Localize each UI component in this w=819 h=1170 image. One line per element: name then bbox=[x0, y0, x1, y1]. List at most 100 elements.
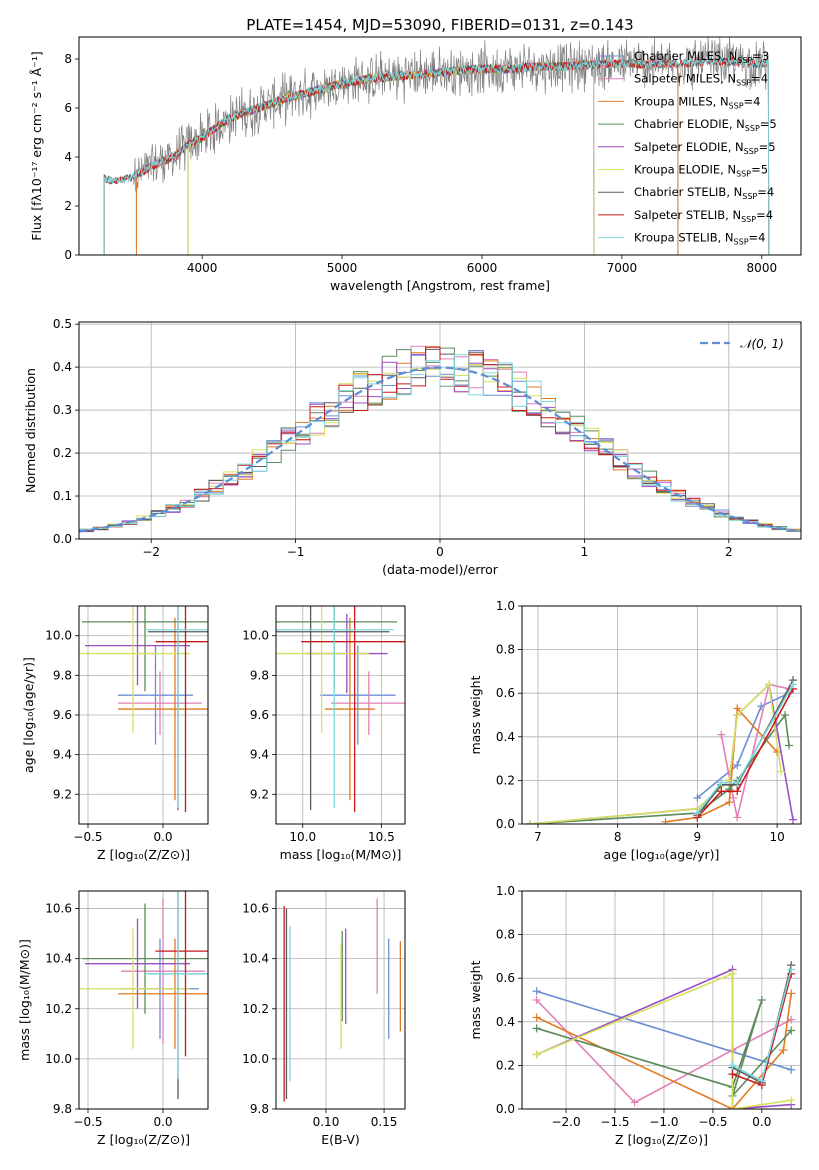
y-tick-label: 6 bbox=[64, 101, 72, 115]
legend-n: =4 bbox=[749, 231, 766, 245]
data-point bbox=[532, 1050, 541, 1059]
y-tick-label: 0.2 bbox=[496, 773, 515, 787]
data-point bbox=[787, 1026, 796, 1035]
data-point bbox=[630, 1098, 639, 1107]
errorbar-kroupa-elodie bbox=[276, 606, 369, 733]
axes-frame bbox=[275, 890, 406, 1110]
legend-n: =5 bbox=[759, 140, 776, 154]
data-point bbox=[787, 965, 796, 974]
data-point bbox=[717, 778, 726, 787]
x-tick-label: −0.5 bbox=[73, 830, 102, 844]
errorbar-salpeter-elodie bbox=[85, 918, 190, 1009]
legend-label: Salpeter MILES, N bbox=[634, 72, 736, 86]
y-tick-label: 0.2 bbox=[496, 1058, 515, 1072]
y-tick-label: 0.4 bbox=[496, 730, 515, 744]
legend-n: =5 bbox=[760, 117, 777, 131]
y-tick-label: 9.6 bbox=[250, 708, 269, 722]
x-tick-label: −1.0 bbox=[649, 1115, 678, 1129]
legend-entry: Salpeter MILES, NSSP=4 bbox=[634, 72, 768, 88]
legend-n: =4 bbox=[756, 208, 773, 222]
errorbar-kroupa-elodie bbox=[79, 928, 190, 1049]
residuals-panel: −2 −1 0 1 2 0.0 0.1 0.2 0.3 0.4 0.5 (data-model)/er… bbox=[23, 317, 802, 577]
x-axis-label: E(B-V) bbox=[321, 1132, 360, 1147]
data-point bbox=[733, 813, 742, 822]
series-line bbox=[536, 999, 792, 1104]
spectrum-model-kroupa-stelib bbox=[103, 56, 770, 255]
y-tick-label: 0.8 bbox=[496, 928, 515, 942]
y-tick-label: 10.2 bbox=[242, 1002, 269, 1016]
x-tick-label: 0.15 bbox=[371, 1115, 398, 1129]
spectrum-model-chabrier-elodie bbox=[187, 59, 595, 255]
axes-frame bbox=[78, 890, 209, 1110]
data-point bbox=[781, 711, 790, 719]
y-tick-label: 9.8 bbox=[53, 1102, 72, 1116]
data-point bbox=[532, 996, 541, 1004]
legend-entry: Chabrier STELIB, NSSP=4 bbox=[634, 185, 774, 201]
spectrum-model-salpeter-elodie bbox=[187, 59, 595, 255]
x-axis-label: Z [log₁₀(Z/Z⊙)] bbox=[97, 1132, 190, 1147]
plot-area bbox=[276, 606, 405, 813]
errorbar-salpeter-miles bbox=[118, 671, 202, 735]
series-kroupa-stelib bbox=[693, 680, 798, 818]
y-axis-label: mass weight bbox=[468, 960, 483, 1039]
y-axis-label: mass [log₁₀(M/M⊙)] bbox=[17, 939, 32, 1061]
y-tick-label: 9.2 bbox=[53, 787, 72, 801]
x-axis-label: wavelength [Angstrom, rest frame] bbox=[330, 278, 550, 293]
data-point bbox=[717, 787, 726, 796]
y-tick-label: 0.0 bbox=[496, 1102, 515, 1116]
errorbar-kroupa-miles bbox=[118, 938, 208, 1049]
legend-label: Kroupa STELIB, N bbox=[634, 231, 734, 245]
legend-label: Chabrier ELODIE, N bbox=[634, 117, 745, 131]
legend-entry: Salpeter ELODIE, NSSP=5 bbox=[634, 140, 776, 156]
legend-entry: Kroupa MILES, NSSP=4 bbox=[634, 94, 760, 110]
histogram-kroupa-stelib bbox=[79, 354, 801, 532]
y-tick-label: 0.3 bbox=[53, 403, 72, 417]
series-chabrier-elodie bbox=[525, 711, 794, 824]
axes-frame bbox=[521, 890, 802, 1110]
x-tick-label: 8000 bbox=[747, 261, 778, 275]
y-tick-label: 0 bbox=[64, 248, 72, 262]
x-tick-label: 10.0 bbox=[289, 830, 316, 844]
legend-sub: SSP bbox=[736, 170, 751, 179]
y-tick-label: 10.0 bbox=[45, 1052, 72, 1066]
spectrum-model-chabrier-stelib bbox=[103, 56, 770, 255]
series-line bbox=[696, 692, 790, 799]
legend-entry: Salpeter STELIB, NSSP=4 bbox=[634, 208, 773, 224]
y-tick-label: 9.2 bbox=[250, 787, 269, 801]
x-tick-label: 0.0 bbox=[153, 1115, 172, 1129]
x-tick-label: −2 bbox=[142, 545, 160, 559]
y-tick-label: 0.1 bbox=[53, 489, 72, 503]
x-tick-label: 0.0 bbox=[153, 830, 172, 844]
age_vs_Z-panel: −0.5 0.0 9.2 9.4 9.6 9.8 10.0 Z [log₁₀(Z/Z⊙)] ag… bbox=[21, 605, 209, 862]
y-tick-label: 10.0 bbox=[242, 1052, 269, 1066]
legend-n: =4 bbox=[744, 94, 761, 108]
x-tick-label: 6000 bbox=[467, 261, 498, 275]
age_vs_mass-panel: 10.0 10.5 9.2 9.4 9.6 9.8 10.0 mass [log₁₀(M/M⊙… bbox=[242, 605, 406, 862]
series-line bbox=[696, 688, 794, 819]
legend-entry: Chabrier MILES, NSSP=3 bbox=[634, 49, 769, 65]
errorbar-kroupa-stelib bbox=[145, 891, 208, 1079]
y-axis-label: Flux [fλ10⁻¹⁷ erg cm⁻² s⁻¹ Å⁻¹] bbox=[29, 51, 44, 240]
data-point bbox=[785, 741, 794, 750]
errorbar-kroupa-stelib bbox=[145, 606, 208, 809]
series-line bbox=[536, 972, 792, 1109]
y-tick-label: 0.4 bbox=[53, 360, 72, 374]
x-tick-label: 7 bbox=[534, 830, 542, 844]
weight_vs_age-panel: 7 8 9 10 0.0 0.2 0.4 0.6 0.8 1.0 age [log₁₀(age/yr… bbox=[468, 599, 802, 862]
legend-sub: SSP bbox=[744, 147, 759, 156]
data-point bbox=[787, 989, 796, 998]
y-tick-label: 0.5 bbox=[53, 317, 72, 331]
data-point bbox=[789, 815, 798, 824]
y-tick-label: 9.8 bbox=[250, 1102, 269, 1116]
data-point bbox=[728, 1061, 737, 1070]
data-point bbox=[725, 798, 734, 807]
data-point bbox=[728, 969, 737, 978]
y-tick-label: 2 bbox=[64, 199, 72, 213]
series-line bbox=[536, 990, 792, 1071]
spectrum-model-kroupa-miles bbox=[135, 58, 679, 255]
series-line bbox=[665, 706, 778, 823]
errorbar-chabrier-stelib bbox=[276, 606, 390, 811]
x-tick-label: −1 bbox=[287, 545, 305, 559]
axes-frame bbox=[78, 36, 802, 256]
